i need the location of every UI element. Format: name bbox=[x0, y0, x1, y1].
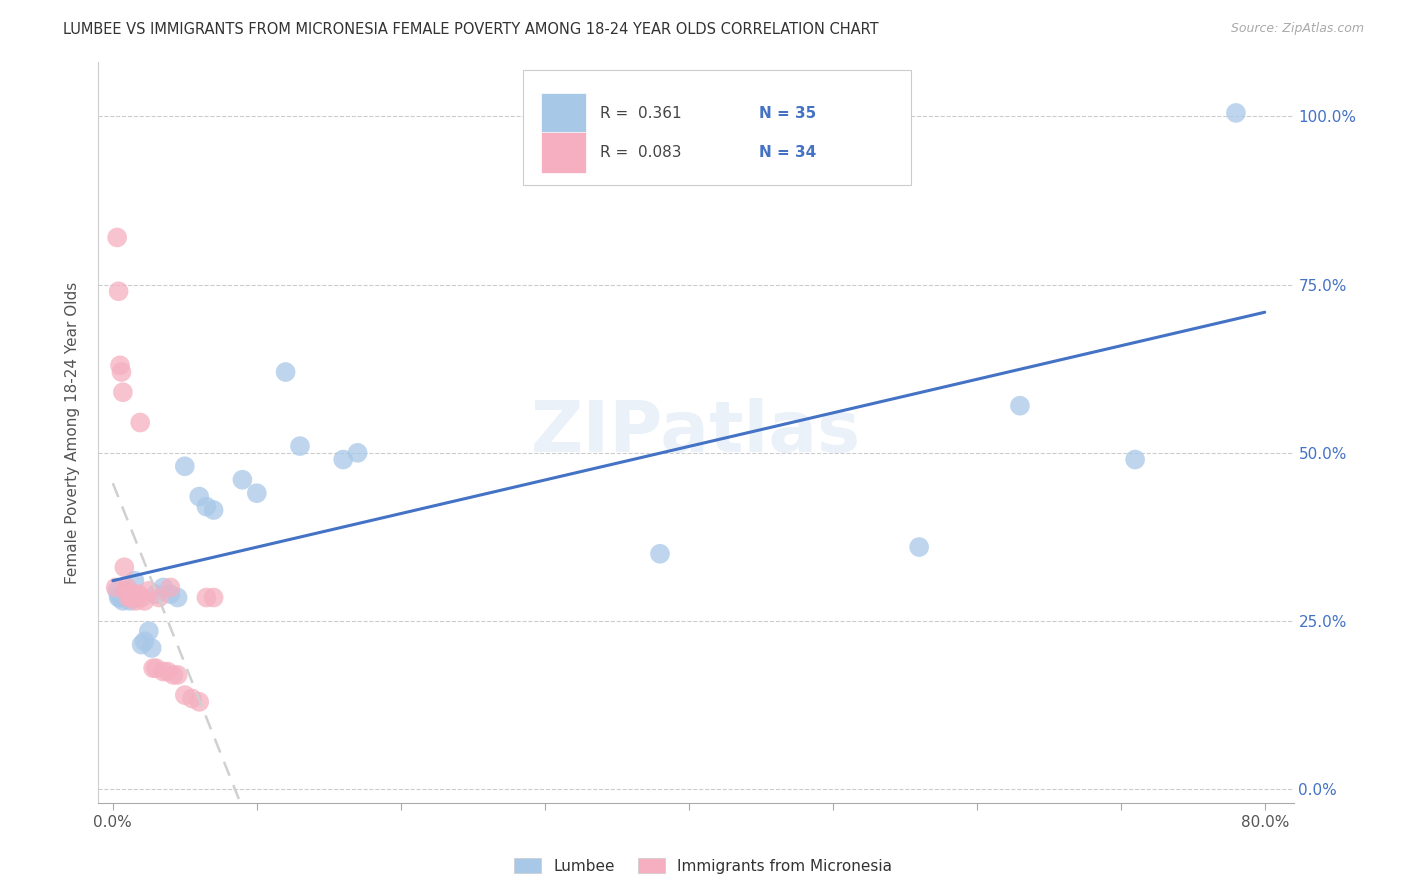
Point bbox=[195, 591, 218, 605]
Point bbox=[246, 486, 269, 500]
Point bbox=[131, 638, 153, 652]
Point bbox=[195, 500, 218, 514]
Point bbox=[152, 665, 174, 679]
Point bbox=[138, 583, 160, 598]
Point bbox=[162, 668, 184, 682]
Point bbox=[118, 591, 141, 605]
Point bbox=[131, 591, 153, 605]
FancyBboxPatch shape bbox=[523, 70, 911, 185]
Point bbox=[159, 587, 181, 601]
Point bbox=[111, 385, 134, 400]
Point bbox=[121, 587, 143, 601]
Point bbox=[107, 285, 129, 299]
Point bbox=[114, 587, 136, 601]
Point bbox=[127, 591, 149, 605]
Point bbox=[173, 688, 195, 702]
Point bbox=[148, 591, 170, 605]
Point bbox=[114, 583, 136, 598]
Point bbox=[181, 691, 204, 706]
Point bbox=[115, 583, 138, 598]
Point bbox=[332, 452, 354, 467]
Point bbox=[274, 365, 297, 379]
Point bbox=[231, 473, 253, 487]
Point bbox=[105, 230, 128, 244]
Point bbox=[108, 591, 131, 605]
Point bbox=[156, 665, 179, 679]
Point bbox=[188, 490, 211, 504]
Point bbox=[125, 594, 148, 608]
Point bbox=[128, 587, 150, 601]
Point bbox=[118, 591, 141, 605]
Point bbox=[112, 591, 135, 605]
Point bbox=[202, 503, 225, 517]
Point bbox=[112, 560, 135, 574]
Text: R =  0.083: R = 0.083 bbox=[600, 145, 682, 160]
Point bbox=[173, 459, 195, 474]
Point bbox=[134, 634, 156, 648]
Point bbox=[159, 581, 181, 595]
Text: LUMBEE VS IMMIGRANTS FROM MICRONESIA FEMALE POVERTY AMONG 18-24 YEAR OLDS CORREL: LUMBEE VS IMMIGRANTS FROM MICRONESIA FEM… bbox=[63, 22, 879, 37]
FancyBboxPatch shape bbox=[541, 132, 586, 173]
Point bbox=[152, 581, 174, 595]
Point bbox=[107, 591, 129, 605]
Point bbox=[111, 594, 134, 608]
Text: R =  0.361: R = 0.361 bbox=[600, 106, 682, 121]
Text: Source: ZipAtlas.com: Source: ZipAtlas.com bbox=[1230, 22, 1364, 36]
FancyBboxPatch shape bbox=[541, 93, 586, 134]
Point bbox=[908, 540, 931, 554]
Point bbox=[648, 547, 671, 561]
Point bbox=[110, 591, 132, 605]
Point bbox=[202, 591, 225, 605]
Point bbox=[188, 695, 211, 709]
Point bbox=[115, 581, 138, 595]
Point bbox=[142, 661, 165, 675]
Point bbox=[124, 587, 146, 601]
Point bbox=[124, 574, 146, 588]
Point bbox=[1008, 399, 1031, 413]
Y-axis label: Female Poverty Among 18-24 Year Olds: Female Poverty Among 18-24 Year Olds bbox=[65, 282, 80, 583]
Point bbox=[120, 591, 142, 605]
Point bbox=[145, 661, 167, 675]
Point bbox=[129, 416, 152, 430]
Point bbox=[120, 594, 142, 608]
Point bbox=[1225, 106, 1247, 120]
Point bbox=[122, 591, 145, 605]
Point bbox=[288, 439, 311, 453]
Point bbox=[105, 583, 128, 598]
Point bbox=[121, 587, 143, 601]
Point bbox=[166, 591, 188, 605]
Point bbox=[108, 359, 131, 373]
Legend: Lumbee, Immigrants from Micronesia: Lumbee, Immigrants from Micronesia bbox=[508, 852, 898, 880]
Point bbox=[104, 581, 127, 595]
Point bbox=[346, 446, 368, 460]
Point bbox=[141, 640, 163, 655]
Point bbox=[166, 668, 188, 682]
Text: N = 34: N = 34 bbox=[759, 145, 817, 160]
Point bbox=[1123, 452, 1146, 467]
Text: N = 35: N = 35 bbox=[759, 106, 817, 121]
Text: ZIPatlas: ZIPatlas bbox=[531, 398, 860, 467]
Point bbox=[138, 624, 160, 639]
Point bbox=[134, 594, 156, 608]
Point bbox=[145, 587, 167, 601]
Point bbox=[110, 365, 132, 379]
